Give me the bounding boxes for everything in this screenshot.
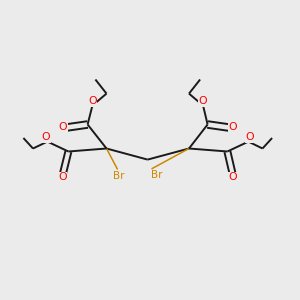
Text: O: O	[228, 122, 237, 133]
Text: O: O	[229, 172, 237, 182]
Text: Br: Br	[113, 171, 125, 181]
Text: O: O	[88, 96, 97, 106]
Text: O: O	[42, 132, 50, 142]
Text: O: O	[58, 172, 67, 182]
Text: Br: Br	[151, 170, 163, 181]
Text: O: O	[58, 122, 67, 133]
Text: O: O	[199, 96, 207, 106]
Text: O: O	[246, 132, 254, 142]
